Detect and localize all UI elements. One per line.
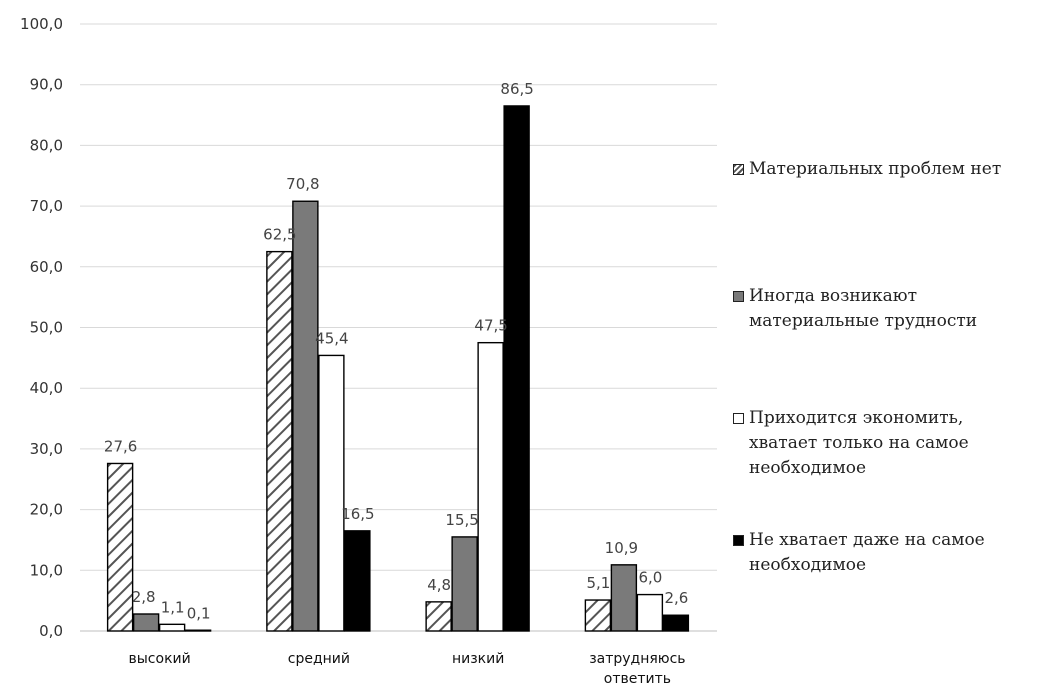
data-label: 0,1 — [187, 604, 211, 622]
bar — [318, 354, 345, 632]
y-tick-label: 0,0 — [39, 622, 63, 640]
y-tick-label: 30,0 — [30, 440, 63, 458]
data-label: 2,6 — [664, 589, 688, 607]
y-tick-label: 60,0 — [30, 258, 63, 276]
legend-label: Не хватает даже на самое необходимое — [749, 530, 985, 575]
data-label: 47,5 — [474, 317, 507, 335]
y-tick-label: 80,0 — [30, 136, 63, 154]
y-tick-label: 100,0 — [20, 15, 63, 33]
y-tick-label: 90,0 — [30, 76, 63, 94]
legend-item-sometimes-difficulties: Иногда возникают материальные трудности — [733, 284, 1048, 334]
data-label: 4,8 — [427, 576, 451, 594]
x-tick-label-line: затрудняюсь — [589, 651, 685, 667]
bar — [132, 613, 160, 632]
data-label: 27,6 — [104, 437, 137, 455]
x-tick-label: средний — [288, 651, 350, 667]
legend-swatch-gray — [733, 291, 744, 302]
y-tick-label: 50,0 — [30, 319, 63, 337]
data-label: 2,8 — [132, 588, 156, 606]
legend-label: Материальных проблем нет — [749, 159, 1002, 179]
legend-swatch-white — [733, 413, 744, 424]
data-label: 5,1 — [586, 574, 610, 592]
bar — [266, 250, 293, 632]
bar — [106, 462, 134, 632]
bar — [636, 593, 664, 632]
bar — [662, 614, 690, 632]
x-tick-label-line: низкий — [452, 651, 504, 667]
bar — [584, 599, 612, 632]
data-label: 1,1 — [161, 598, 185, 616]
legend-item-have-to-save: Приходится экономить, хватает только на … — [733, 406, 1048, 481]
legend-item-not-enough-even-necessities: Не хватает даже на самое необходимое — [733, 528, 1048, 578]
bar — [158, 623, 186, 632]
data-label: 16,5 — [341, 505, 374, 523]
legend-item-no-problems: Материальных проблем нет — [733, 157, 1048, 182]
bar — [184, 629, 212, 632]
bar — [503, 105, 530, 632]
x-tick-label-line: ответить — [604, 671, 671, 684]
legend-swatch-black — [733, 535, 744, 546]
y-tick-label: 40,0 — [30, 379, 63, 397]
legend-label: Приходится экономить, хватает только на … — [749, 408, 969, 478]
x-tick-label: высокий — [129, 651, 191, 667]
y-tick-label: 10,0 — [30, 561, 63, 579]
x-tick-label-line: высокий — [129, 651, 191, 667]
x-tick-label-line: средний — [288, 651, 350, 667]
data-label: 15,5 — [445, 511, 478, 529]
data-label: 86,5 — [500, 80, 533, 98]
data-label: 6,0 — [638, 569, 662, 587]
bar — [477, 341, 504, 632]
bar — [292, 200, 319, 632]
data-label: 45,4 — [315, 329, 348, 347]
x-tick-label: затрудняюсь ответить — [589, 651, 685, 684]
data-label: 70,8 — [286, 175, 319, 193]
data-label: 10,9 — [605, 539, 638, 557]
legend-label: Иногда возникают материальные трудности — [749, 286, 978, 331]
data-label: 62,5 — [263, 226, 296, 244]
bar — [344, 530, 371, 632]
y-tick-label: 20,0 — [30, 501, 63, 519]
bar — [610, 564, 638, 632]
legend-swatch-hatched — [733, 164, 744, 175]
bar — [451, 536, 478, 632]
y-tick-label: 70,0 — [30, 197, 63, 215]
bar — [425, 601, 452, 632]
x-tick-label: низкий — [452, 651, 504, 667]
